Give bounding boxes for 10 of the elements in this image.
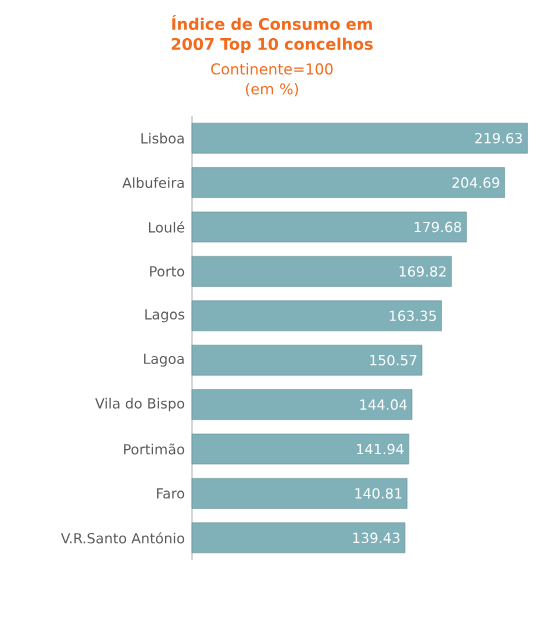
bar xyxy=(191,256,452,287)
bar xyxy=(191,389,413,420)
bar xyxy=(191,522,406,554)
bar xyxy=(191,344,423,376)
bar xyxy=(191,300,442,332)
bar xyxy=(191,211,467,243)
bar xyxy=(191,167,505,198)
bar xyxy=(191,122,528,154)
bar xyxy=(191,478,408,509)
bar xyxy=(191,433,410,465)
